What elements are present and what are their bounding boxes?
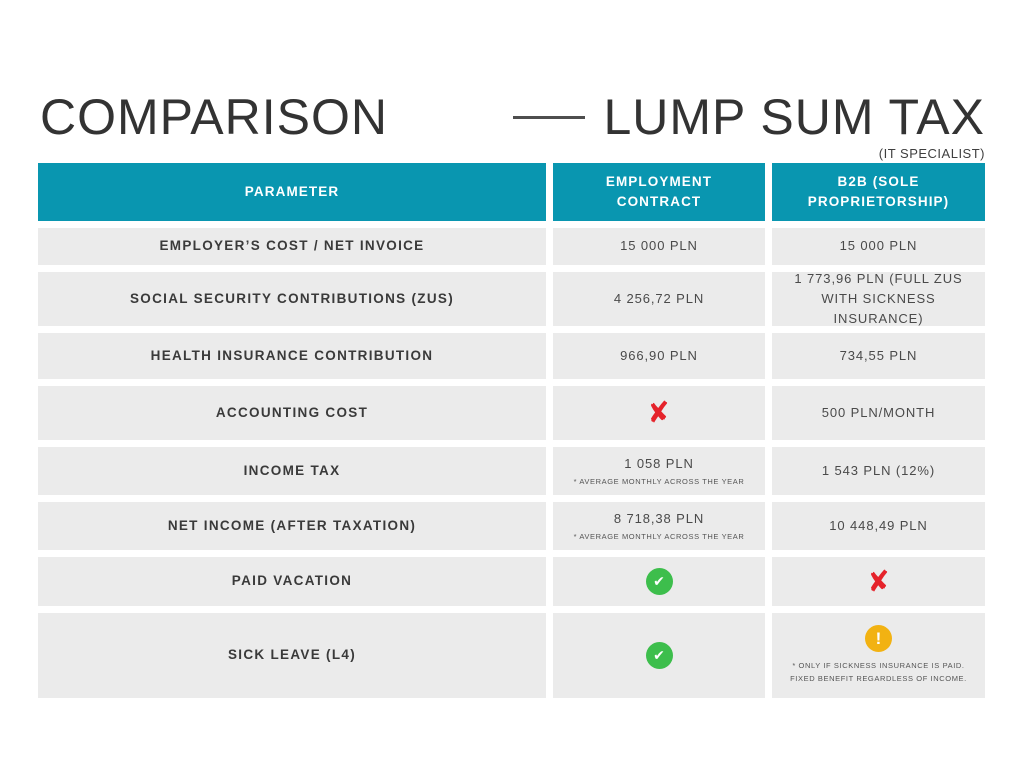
employment-cell-accounting-cost (553, 386, 765, 440)
page-title-right: LUMP SUM TAX (603, 89, 985, 145)
column-header-parameter: PARAMETER (38, 163, 546, 221)
b2b-cell-health-insurance: 734,55 PLN (772, 333, 985, 379)
value-text: 15 000 PLN (839, 238, 918, 254)
value-text: 10 448,49 PLN (829, 517, 928, 533)
page-title-right-block: LUMP SUM TAX (IT SPECIALIST) (513, 90, 985, 161)
cross-icon (865, 566, 891, 596)
parameter-cell-income-tax: INCOME TAX (38, 447, 546, 495)
header: COMPARISON LUMP SUM TAX (IT SPECIALIST) (40, 89, 985, 162)
value-text: 734,55 PLN (839, 347, 918, 363)
parameter-cell-paid-vacation: PAID VACATION (38, 557, 546, 606)
parameter-cell-net-income: NET INCOME (AFTER TAXATION) (38, 502, 546, 550)
value-footnote: * AVERAGE MONTHLY ACROSS THE YEAR (573, 531, 745, 541)
b2b-cell-sick-leave: * ONLY IF SICKNESS INSURANCE IS PAID. FI… (772, 613, 985, 698)
value-footnote: * ONLY IF SICKNESS INSURANCE IS PAID. FI… (790, 661, 967, 683)
value-text: 500 PLN/MONTH (821, 404, 936, 420)
parameter-cell-social-security: SOCIAL SECURITY CONTRIBUTIONS (ZUS) (38, 272, 546, 326)
value-text: 8 718,38 PLN (613, 510, 705, 526)
title-dash-line (513, 116, 586, 119)
value-text: 4 256,72 PLN (613, 290, 705, 306)
parameter-cell-health-insurance: HEALTH INSURANCE CONTRIBUTION (38, 333, 546, 379)
comparison-table: PARAMETER EMPLOYMENT CONTRACT B2B (SOLE … (38, 163, 985, 698)
page-subtitle: (IT SPECIALIST) (878, 146, 985, 161)
check-icon (645, 568, 673, 595)
check-icon (645, 642, 673, 669)
b2b-cell-income-tax: 1 543 PLN (12%) (772, 447, 985, 495)
parameter-cell-accounting-cost: ACCOUNTING COST (38, 386, 546, 440)
b2b-cell-social-security: 1 773,96 PLN (FULL ZUS WITH SICKNESS INS… (772, 270, 985, 327)
column-header-employment-contract: EMPLOYMENT CONTRACT (553, 163, 765, 221)
warning-icon (865, 625, 892, 653)
employment-cell-paid-vacation (553, 557, 765, 606)
parameter-cell-employers-cost: EMPLOYER’S COST / NET INVOICE (38, 228, 546, 265)
b2b-cell-net-income: 10 448,49 PLN (772, 502, 985, 550)
value-text: 1 773,96 PLN (FULL ZUS WITH SICKNESS INS… (794, 270, 963, 327)
employment-cell-sick-leave (553, 613, 765, 698)
value-text: 1 058 PLN (624, 455, 694, 471)
parameter-cell-sick-leave: SICK LEAVE (L4) (38, 613, 546, 698)
employment-cell-health-insurance: 966,90 PLN (553, 333, 765, 379)
cross-icon (646, 398, 672, 428)
employment-cell-income-tax: 1 058 PLN * AVERAGE MONTHLY ACROSS THE Y… (553, 447, 765, 495)
value-footnote: * AVERAGE MONTHLY ACROSS THE YEAR (573, 476, 745, 486)
value-text: 1 543 PLN (12%) (821, 462, 936, 478)
value-text: 15 000 PLN (620, 238, 698, 254)
employment-cell-employers-cost: 15 000 PLN (553, 228, 765, 265)
b2b-cell-paid-vacation (772, 557, 985, 606)
employment-cell-net-income: 8 718,38 PLN * AVERAGE MONTHLY ACROSS TH… (553, 502, 765, 550)
value-text: 966,90 PLN (620, 347, 698, 363)
column-header-b2b: B2B (SOLE PROPRIETORSHIP) (772, 163, 985, 221)
employment-cell-social-security: 4 256,72 PLN (553, 272, 765, 326)
page-title: COMPARISON (40, 89, 388, 145)
b2b-cell-employers-cost: 15 000 PLN (772, 228, 985, 265)
b2b-cell-accounting-cost: 500 PLN/MONTH (772, 386, 985, 440)
